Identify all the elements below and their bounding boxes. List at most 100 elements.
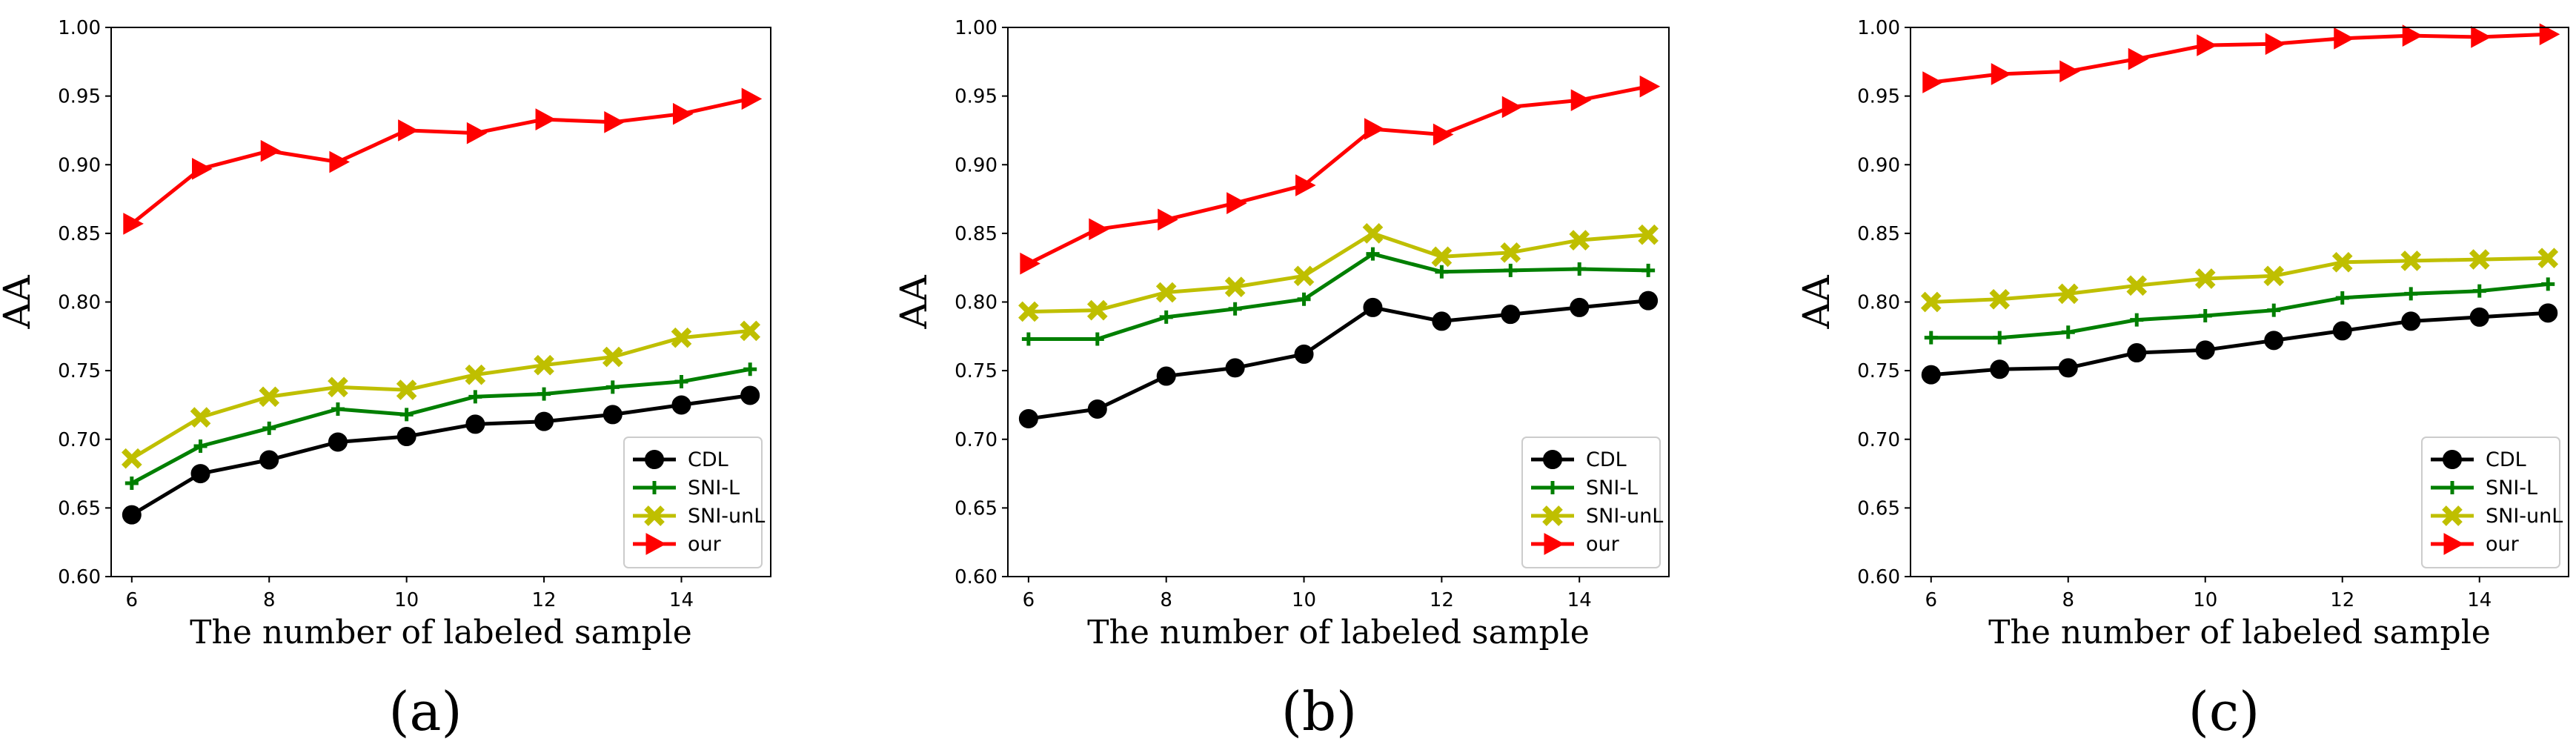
series-line-our xyxy=(1929,32,2550,84)
data-point-sni-l xyxy=(331,402,345,416)
legend-label: SNI-unL xyxy=(1586,505,1663,528)
data-point-sni-l xyxy=(1924,331,1938,345)
panel-label: (a) xyxy=(388,680,462,743)
x-tick-label: 8 xyxy=(2062,589,2074,611)
data-point-cdl xyxy=(328,432,348,452)
legend-label: our xyxy=(2486,533,2520,556)
legend-item-sni-l: SNI-L xyxy=(2431,477,2537,500)
legend-item-sni-l: SNI-L xyxy=(633,477,740,500)
panel-label: (c) xyxy=(2188,680,2260,743)
legend-item-sni-unl: SNI-unL xyxy=(633,505,765,528)
legend-marker xyxy=(1544,533,1565,555)
y-tick-label: 0.75 xyxy=(58,360,101,382)
legend-marker xyxy=(1542,505,1563,526)
x-tick-label: 8 xyxy=(263,589,276,611)
data-point-sni-l xyxy=(2472,284,2486,298)
data-point-sni-unl xyxy=(1362,223,1384,244)
x-tick-label: 12 xyxy=(532,589,557,611)
x-tick-label: 10 xyxy=(1292,589,1316,611)
data-point-sni-l xyxy=(1504,263,1518,277)
y-tick-label: 0.90 xyxy=(58,154,101,176)
y-tick-label: 0.65 xyxy=(955,497,997,520)
series-cdl xyxy=(122,385,760,525)
data-point-our xyxy=(1364,118,1385,140)
data-point-sni-l xyxy=(193,439,208,454)
series-line-our xyxy=(1026,84,1650,266)
series-cdl xyxy=(1018,291,1659,428)
data-point-sni-unl xyxy=(740,320,761,342)
data-point-sni-unl xyxy=(1224,276,1246,297)
data-point-sni-unl xyxy=(2331,251,2353,273)
legend-label: SNI-unL xyxy=(2486,505,2563,528)
data-point-cdl xyxy=(190,464,210,484)
x-tick-label: 8 xyxy=(1160,589,1172,611)
legend: CDL SNI-L SNI-unL our xyxy=(2421,437,2563,568)
data-point-sni-l xyxy=(2061,325,2075,339)
data-point-cdl xyxy=(1921,365,1941,385)
data-point-sni-unl xyxy=(465,364,486,385)
data-point-sni-unl xyxy=(2057,283,2079,305)
x-tick-label: 14 xyxy=(1567,589,1592,611)
data-point-our xyxy=(604,110,625,133)
data-point-our xyxy=(741,87,763,110)
data-point-our xyxy=(672,102,694,125)
legend-label: CDL xyxy=(2486,448,2526,471)
data-point-sni-unl xyxy=(259,386,280,408)
data-point-cdl xyxy=(671,395,691,415)
data-point-our xyxy=(1020,252,1040,275)
data-point-sni-l xyxy=(2267,303,2281,317)
series-sni-unl xyxy=(1920,248,2559,313)
series-line-cdl xyxy=(1929,311,2550,377)
panel-label: (b) xyxy=(1281,680,1357,743)
series-line-sni-unl xyxy=(130,328,752,461)
data-point-sni-unl xyxy=(671,327,692,348)
series-our xyxy=(1922,23,2560,93)
x-axis-title: The number of labeled sample xyxy=(190,614,692,651)
data-point-our xyxy=(2402,24,2423,47)
series-line-sni-l xyxy=(130,367,752,485)
data-point-sni-l xyxy=(1090,332,1104,346)
data-point-cdl xyxy=(2264,331,2284,351)
data-point-our xyxy=(1295,174,1316,196)
data-point-our xyxy=(123,213,144,235)
series-sni-l xyxy=(1924,277,2555,345)
legend-label: SNI-L xyxy=(1586,477,1638,500)
legend-marker xyxy=(648,481,661,494)
x-tick-label: 10 xyxy=(2193,589,2217,611)
data-point-sni-unl xyxy=(1018,301,1039,322)
y-tick-label: 0.75 xyxy=(1857,360,1900,382)
data-point-sni-unl xyxy=(1155,282,1177,303)
data-point-our xyxy=(1922,71,1943,93)
legend-marker xyxy=(644,505,665,526)
series-sni-unl xyxy=(121,320,761,469)
data-point-sni-unl xyxy=(1431,246,1453,268)
data-point-cdl xyxy=(1990,359,2010,379)
legend: CDL SNI-L SNI-unL our xyxy=(1521,437,1663,568)
x-tick-label: 14 xyxy=(2467,589,2492,611)
data-point-cdl xyxy=(122,505,142,525)
y-tick-label: 0.80 xyxy=(58,292,101,314)
y-tick-label: 0.70 xyxy=(1857,429,1900,451)
chart-panel-b: 0.60 0.65 0.70 0.75 0.80 0.85 0.90 0.95 1.00 6 8 10… xyxy=(892,17,1670,743)
y-tick-label: 0.90 xyxy=(1857,154,1900,176)
data-point-our xyxy=(1226,192,1247,214)
data-point-cdl xyxy=(1018,408,1038,428)
data-point-sni-l xyxy=(1435,265,1449,279)
data-point-sni-unl xyxy=(121,448,142,469)
series-line-sni-unl xyxy=(1929,256,2550,304)
data-point-sni-unl xyxy=(1638,224,1659,245)
legend-item-sni-unl: SNI-unL xyxy=(1531,505,1663,528)
y-tick-label: 0.60 xyxy=(955,566,997,588)
data-point-our xyxy=(329,150,350,173)
data-point-our xyxy=(2197,34,2217,56)
data-point-sni-l xyxy=(125,477,139,491)
legend-label: SNI-unL xyxy=(688,505,765,528)
legend-marker xyxy=(1546,481,1559,494)
data-point-our xyxy=(1639,75,1661,98)
series-line-cdl xyxy=(1026,299,1650,421)
plot-frame xyxy=(110,27,771,577)
series-line-sni-unl xyxy=(1026,231,1650,313)
data-point-sni-l xyxy=(2198,309,2212,323)
data-point-our xyxy=(2128,47,2149,70)
